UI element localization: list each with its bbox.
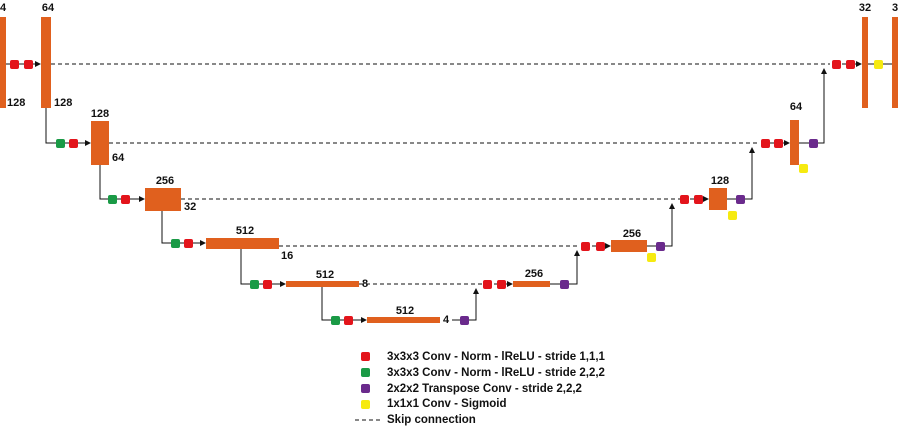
feature-maps [0, 17, 898, 323]
channels: 4 [0, 2, 7, 14]
channels: 128 [91, 108, 109, 120]
channels: 64 [790, 101, 803, 113]
size: 16 [281, 250, 293, 262]
channels: 128 [711, 175, 729, 187]
channels: 3 [892, 2, 898, 14]
legend: 3x3x3 Conv - Norm - lReLU - stride 1,1,1… [355, 351, 606, 426]
legend-label: Skip connection [387, 414, 476, 426]
legend-label: 3x3x3 Conv - Norm - lReLU - stride 2,2,2 [387, 367, 605, 379]
legend-label: 2x2x2 Transpose Conv - stride 2,2,2 [387, 383, 582, 395]
channels: 256 [623, 228, 641, 240]
operations [10, 60, 883, 325]
size: 128 [54, 97, 72, 109]
size: 8 [362, 278, 368, 290]
channels: 512 [396, 305, 414, 317]
channels: 256 [525, 268, 543, 280]
channels: 512 [236, 225, 254, 237]
size: 4 [443, 314, 450, 326]
size: 128 [7, 97, 25, 109]
channels: 512 [316, 269, 334, 281]
legend-label: 3x3x3 Conv - Norm - lReLU - stride 1,1,1 [387, 351, 606, 363]
size: 32 [184, 201, 196, 213]
size: 64 [112, 152, 125, 164]
channels: 256 [156, 175, 174, 187]
channels: 32 [859, 2, 871, 14]
channels: 64 [42, 2, 55, 14]
legend-label: 1x1x1 Conv - Sigmoid [387, 398, 507, 410]
labels: 4 128 64 128 128 64 256 32 512 16 512 8 … [0, 2, 898, 326]
connections [6, 61, 892, 323]
